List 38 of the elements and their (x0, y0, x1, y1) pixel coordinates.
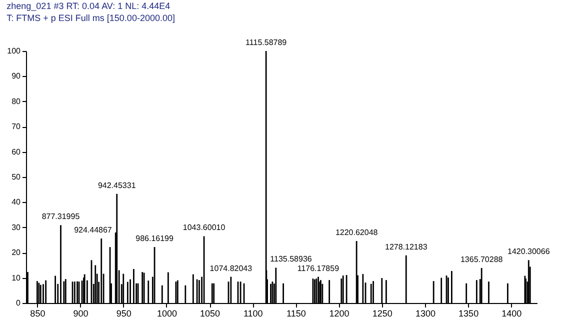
annotation: 1043.60010 (182, 223, 226, 232)
x-tick-label: 1400 (502, 308, 522, 318)
y-tick-label: 0 (16, 298, 22, 308)
y-tick-label: 50 (12, 172, 22, 182)
y-tick-label: 10 (12, 273, 22, 282)
x-tick-label: 950 (116, 308, 132, 318)
x-tick-label: 1100 (243, 308, 263, 318)
annotation: 924.44867 (74, 225, 112, 234)
annotation: 1135.58936 (270, 254, 312, 264)
x-tick-label: 1200 (329, 308, 350, 318)
y-tick-label: 80 (12, 96, 22, 106)
annotation: 1278.12183 (384, 242, 428, 252)
y-tick-label: 90 (12, 72, 22, 81)
chart-title: zheng_021 #3 RT: 0.04 AV: 1 NL: 4.44E4 (6, 1, 170, 11)
x-tick-label: 1300 (415, 308, 436, 318)
annotation: 1220.62048 (335, 228, 378, 238)
annotation: 1365.70288 (460, 254, 504, 264)
y-tick-label: 30 (12, 222, 22, 232)
y-tick-label: 70 (12, 122, 22, 132)
x-tick-label: 900 (73, 308, 88, 318)
annotation: 877.31995 (42, 212, 80, 222)
y-tick-label: 40 (12, 198, 22, 207)
y-tick-label: 20 (12, 248, 22, 258)
annotation: 1074.82043 (210, 264, 253, 273)
x-tick-label: 1050 (200, 308, 220, 318)
x-tick-label: 1000 (156, 308, 177, 318)
x-tick-label: 1250 (372, 308, 392, 318)
annotation: 986.16199 (136, 234, 174, 244)
y-tick-label: 100 (7, 46, 22, 56)
annotation: 1420.30066 (508, 247, 550, 256)
annotation: 942.45331 (98, 180, 136, 190)
annotation: 1176.17859 (297, 264, 340, 273)
y-tick-label: 60 (12, 147, 22, 156)
x-tick-label: 1150 (286, 308, 306, 318)
annotation: 1115.58789 (246, 38, 288, 47)
chart-subtitle: T: FTMS + p ESI Full ms [150.00-2000.00] (6, 13, 175, 23)
x-tick-label: 1350 (458, 308, 479, 318)
x-tick-label: 850 (30, 308, 46, 318)
